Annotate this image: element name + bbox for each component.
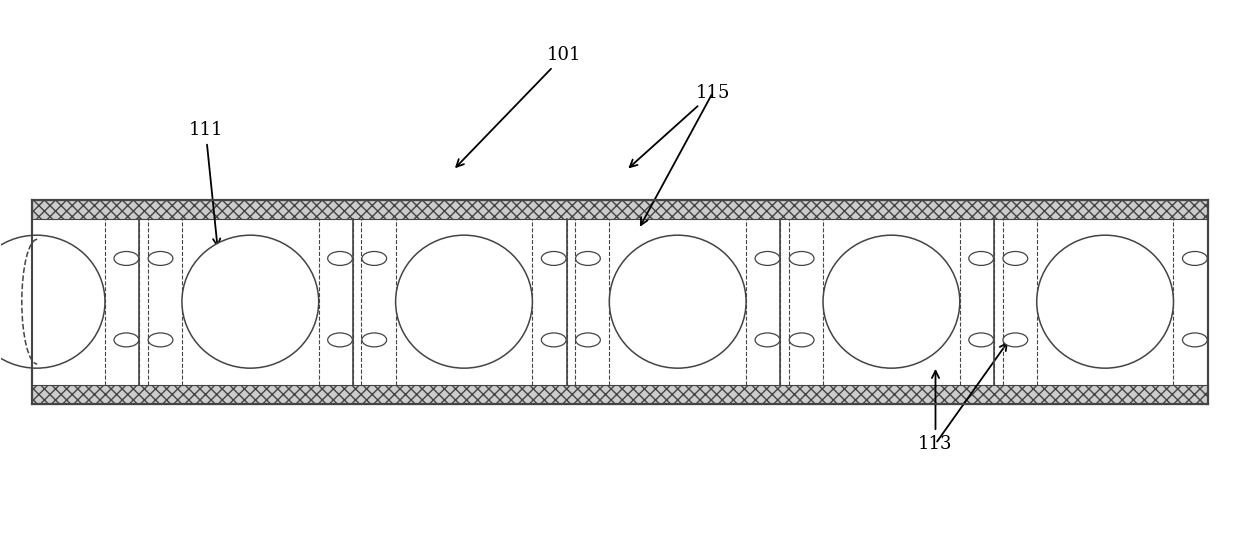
Ellipse shape	[575, 333, 600, 347]
Ellipse shape	[968, 252, 993, 265]
Bar	[32, 200, 1208, 404]
Ellipse shape	[114, 333, 139, 347]
Text: 101: 101	[456, 46, 582, 167]
Ellipse shape	[542, 252, 567, 265]
Bar	[32, 200, 1208, 218]
Ellipse shape	[148, 333, 172, 347]
Ellipse shape	[327, 252, 352, 265]
Ellipse shape	[1183, 333, 1208, 347]
Ellipse shape	[790, 252, 813, 265]
Ellipse shape	[114, 252, 139, 265]
Text: 111: 111	[188, 121, 223, 246]
Ellipse shape	[575, 252, 600, 265]
Ellipse shape	[362, 333, 387, 347]
Bar	[32, 385, 1208, 404]
Text: 113: 113	[919, 371, 952, 453]
Ellipse shape	[755, 252, 780, 265]
Ellipse shape	[542, 333, 567, 347]
Ellipse shape	[362, 252, 387, 265]
Ellipse shape	[823, 235, 960, 368]
Ellipse shape	[327, 333, 352, 347]
Ellipse shape	[0, 235, 105, 368]
Ellipse shape	[755, 333, 780, 347]
Ellipse shape	[1003, 252, 1028, 265]
Ellipse shape	[182, 235, 319, 368]
Ellipse shape	[396, 235, 532, 368]
Ellipse shape	[148, 252, 172, 265]
Ellipse shape	[790, 333, 813, 347]
Ellipse shape	[1003, 333, 1028, 347]
Text: 115: 115	[630, 84, 730, 167]
Ellipse shape	[609, 235, 746, 368]
Ellipse shape	[1183, 252, 1208, 265]
Ellipse shape	[968, 333, 993, 347]
Ellipse shape	[1037, 235, 1173, 368]
